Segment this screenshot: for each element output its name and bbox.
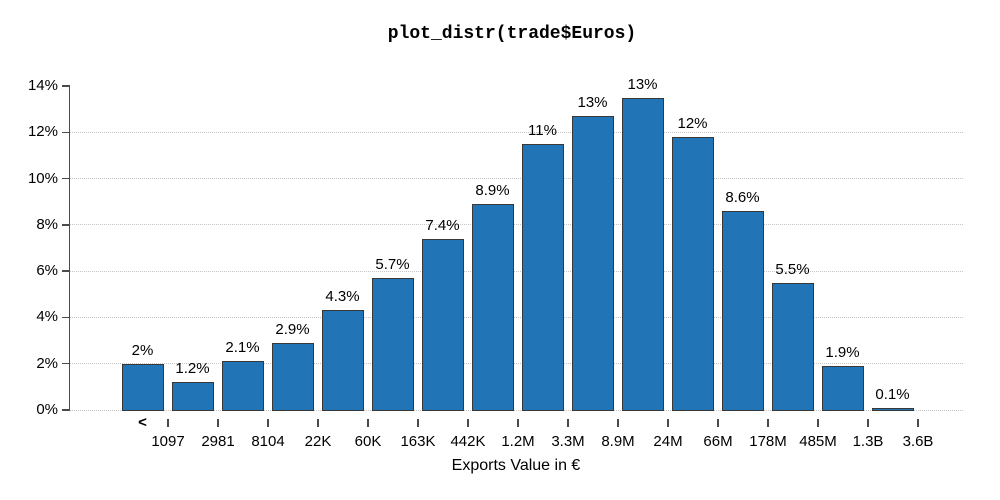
bar	[521, 143, 564, 411]
y-tick-mark	[61, 224, 69, 226]
x-tick-label: 1.2M	[501, 433, 535, 450]
x-tick-mark	[367, 419, 369, 427]
y-axis-line	[68, 85, 70, 411]
bar	[221, 361, 264, 411]
x-tick-mark	[767, 419, 769, 427]
bar-value-label: 13%	[627, 75, 658, 93]
y-tick-label: 6%	[36, 262, 58, 280]
bar	[721, 210, 764, 411]
chart-title: plot_distr(trade$Euros)	[387, 24, 637, 44]
bar	[821, 366, 864, 411]
y-tick-mark	[61, 270, 69, 272]
y-tick-label: 12%	[27, 123, 58, 141]
x-tick-label: 8.9M	[601, 433, 635, 450]
x-tick-mark	[617, 419, 619, 427]
x-tick-label: 66M	[703, 433, 733, 450]
bar	[371, 278, 414, 411]
bar-value-label: 2.1%	[225, 339, 260, 357]
gridline	[70, 270, 963, 272]
bar-value-label: 4.3%	[325, 288, 360, 306]
x-tick-label: 60K	[354, 433, 382, 450]
x-tick-mark	[517, 419, 519, 427]
x-tick-mark	[667, 419, 669, 427]
gridline	[70, 316, 963, 318]
y-tick-label: 0%	[36, 401, 58, 418]
x-tick-mark	[917, 419, 919, 427]
x-tick-mark	[167, 419, 169, 427]
bar-value-label: 12%	[677, 114, 708, 132]
bar-value-label: 5.7%	[375, 256, 410, 274]
y-tick-mark	[61, 85, 69, 87]
bar	[671, 136, 714, 411]
y-tick-label: 2%	[36, 354, 58, 372]
bar	[271, 342, 314, 411]
gridline	[70, 409, 963, 411]
x-tick-label: 1.3B	[852, 433, 884, 450]
x-tick-mark	[867, 419, 869, 427]
x-tick-mark	[267, 419, 269, 427]
x-tick-label: 1097	[151, 433, 185, 450]
x-tick-mark	[217, 419, 219, 427]
y-tick-mark	[61, 362, 69, 365]
bar-value-label: 11%	[528, 121, 557, 139]
x-axis-title: Exports Value in €	[451, 457, 581, 474]
x-tick-label: 3.6B	[902, 433, 934, 450]
less-than-marker: <	[138, 414, 147, 431]
bar	[871, 407, 914, 411]
y-tick-label: 10%	[27, 169, 58, 187]
bar	[471, 204, 514, 411]
y-tick-mark	[61, 316, 69, 319]
y-tick-mark	[61, 409, 69, 411]
x-tick-label: 163K	[400, 433, 436, 450]
x-tick-mark	[317, 419, 319, 427]
x-tick-mark	[717, 419, 719, 427]
x-tick-mark	[817, 419, 819, 427]
bar-value-label: 2.9%	[275, 320, 310, 338]
bar-value-label: 1.9%	[825, 344, 860, 362]
x-tick-mark	[467, 419, 469, 427]
x-tick-mark	[417, 419, 419, 427]
bar	[421, 238, 464, 411]
y-tick-label: 8%	[36, 215, 58, 233]
bar	[121, 363, 164, 411]
y-tick-mark	[61, 177, 69, 180]
x-tick-label: 178M	[749, 433, 787, 450]
bar-value-label: 1.2%	[175, 360, 210, 378]
x-tick-label: 2981	[201, 433, 235, 450]
x-tick-label: 485M	[799, 433, 837, 450]
bar-value-label: 8.9%	[475, 182, 510, 200]
y-tick-label: 4%	[36, 308, 58, 326]
y-tick-label: 14%	[27, 77, 58, 94]
y-tick-mark	[61, 131, 69, 134]
bar-value-label: 13%	[577, 94, 608, 112]
x-tick-label: 22K	[304, 433, 332, 450]
bar	[571, 116, 614, 411]
x-tick-mark	[567, 419, 569, 427]
bar	[321, 310, 364, 411]
x-tick-label: 3.3M	[551, 433, 585, 450]
x-tick-label: 24M	[653, 433, 683, 450]
gridline	[70, 363, 963, 365]
bar-value-label: 2%	[131, 341, 154, 359]
bar-value-label: 8.6%	[725, 188, 760, 206]
x-tick-label: 8104	[251, 433, 285, 450]
bar-value-label: 0.1%	[875, 385, 910, 403]
gridline	[70, 178, 963, 180]
bar-value-label: 5.5%	[775, 260, 810, 278]
x-tick-label: 442K	[450, 433, 486, 450]
bar-value-label: 7.4%	[425, 216, 460, 234]
bar	[771, 282, 814, 411]
bar	[621, 97, 664, 411]
gridline	[70, 131, 963, 133]
bar	[171, 382, 214, 411]
gridline	[70, 224, 963, 226]
